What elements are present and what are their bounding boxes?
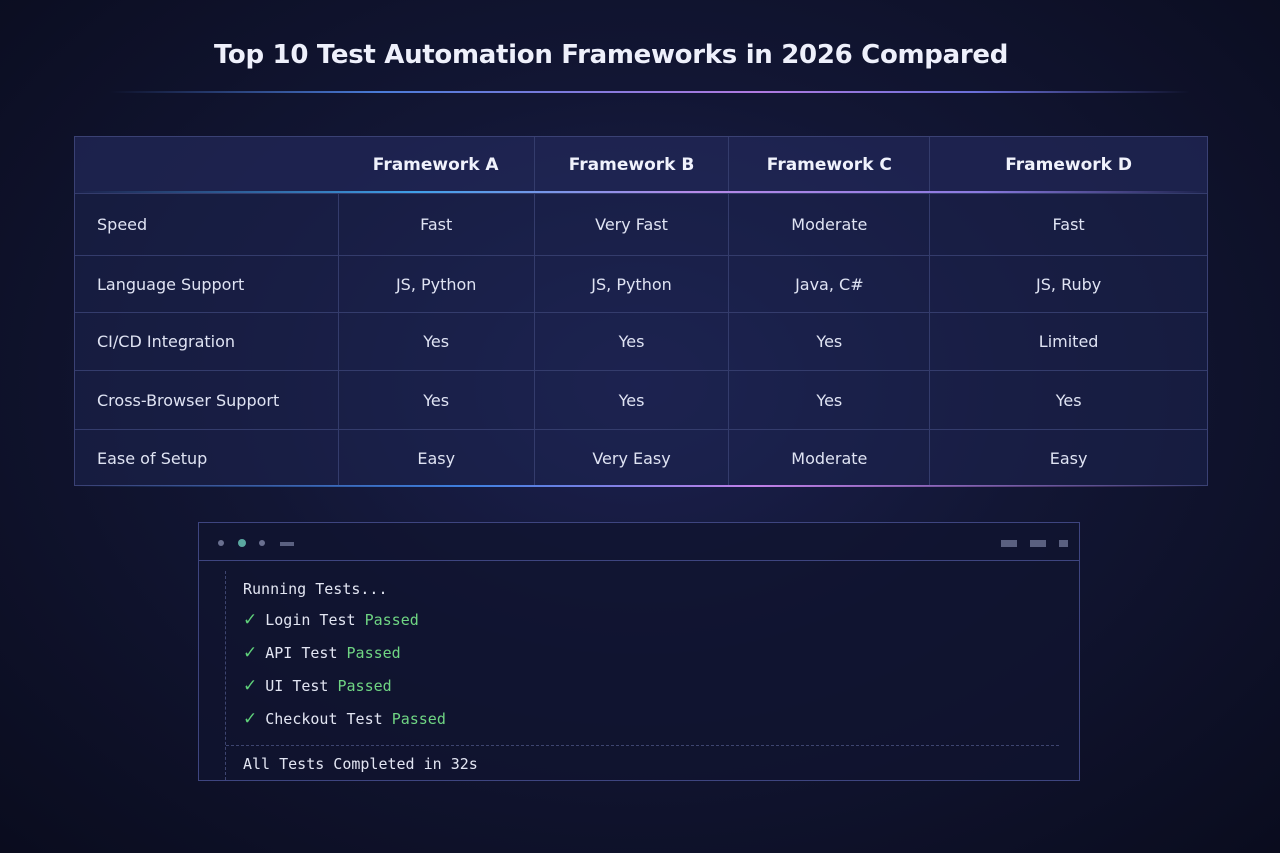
table-cell: Yes [728,371,929,429]
table-cell: Limited [929,313,1207,370]
table-cell: JS, Python [533,256,729,312]
window-dot-icon [259,540,265,546]
test-name: UI Test [265,677,329,695]
table-cell: Very Fast [533,194,729,255]
comparison-table: Framework A Framework B Framework C Framewo… [74,136,1208,487]
row-label: Ease of Setup [97,448,208,468]
row-label: Cross-Browser Support [97,390,280,410]
test-status: Passed [364,611,419,629]
row-label: Language Support [97,274,245,294]
test-result-line: ✓ UI Test Passed [243,676,392,696]
table-row: Speed Fast Very Fast Moderate Fast [75,193,1207,255]
window-dot-icon [218,540,224,546]
summary-text: All Tests Completed in 32s [243,755,478,773]
header-divider [75,191,1207,193]
table-cell: JS, Python [337,256,534,312]
running-heading: Running Tests... [243,580,388,598]
table-cell: Moderate [728,430,929,486]
separator [226,745,1059,746]
column-header: Framework D [929,137,1207,193]
bottom-divider [75,485,1207,487]
terminal-window: Running Tests... ✓ Login Test Passed ✓ API … [198,522,1080,781]
row-label: Speed [97,215,148,234]
table-cell: Yes [533,371,729,429]
test-status: Passed [337,677,392,695]
column-header: Framework A [372,155,499,175]
maximize-icon[interactable] [1030,540,1046,547]
test-result-line: ✓ Checkout Test Passed [243,709,446,729]
table-cell: Java, C# [728,256,929,312]
column-header: Framework B [533,137,729,193]
table-cell: Yes [337,313,534,370]
table-row: CI/CD Integration Yes Yes Yes Limited [75,312,1207,370]
table-cell: Fast [929,194,1207,255]
check-icon: ✓ [243,709,258,729]
check-icon: ✓ [243,676,258,696]
minimize-icon[interactable] [1001,540,1017,547]
table-cell: Very Easy [533,430,729,486]
table-cell: Yes [929,371,1207,429]
table-row: Ease of Setup Easy Very Easy Moderate Easy [75,429,1207,486]
header-cell-empty [75,137,338,193]
table-cell: Yes [337,371,534,429]
table-cell: JS, Ruby [929,256,1207,312]
test-name: Login Test [265,611,356,629]
terminal-output: Running Tests... ✓ Login Test Passed ✓ API … [225,571,1059,780]
close-icon[interactable] [1059,540,1068,547]
title-divider [110,91,1190,93]
window-dot-icon [238,539,246,547]
column-header: Framework C [728,137,929,193]
table-row: Cross-Browser Support Yes Yes Yes Yes [75,370,1207,429]
test-result-line: ✓ API Test Passed [243,643,401,663]
minus-icon [280,542,294,546]
page-title: Top 10 Test Automation Frameworks in 202… [213,40,1009,70]
check-icon: ✓ [243,643,258,663]
table-cell: Moderate [728,194,929,255]
test-result-line: ✓ Login Test Passed [243,610,419,630]
test-name: Checkout Test [265,710,383,728]
check-icon: ✓ [243,610,258,630]
test-status: Passed [391,710,446,728]
test-name: API Test [265,644,338,662]
table-cell: Easy [929,430,1207,486]
terminal-titlebar [199,523,1079,561]
table-cell: Yes [533,313,729,370]
test-status: Passed [346,644,401,662]
table-cell: Easy [337,430,534,486]
table-cell: Fast [337,194,534,255]
row-label: CI/CD Integration [97,332,236,351]
table-row: Language Support JS, Python JS, Python Java… [75,255,1207,312]
table-cell: Yes [728,313,929,370]
header-row: Framework A Framework B Framework C Framewo… [75,137,1207,193]
